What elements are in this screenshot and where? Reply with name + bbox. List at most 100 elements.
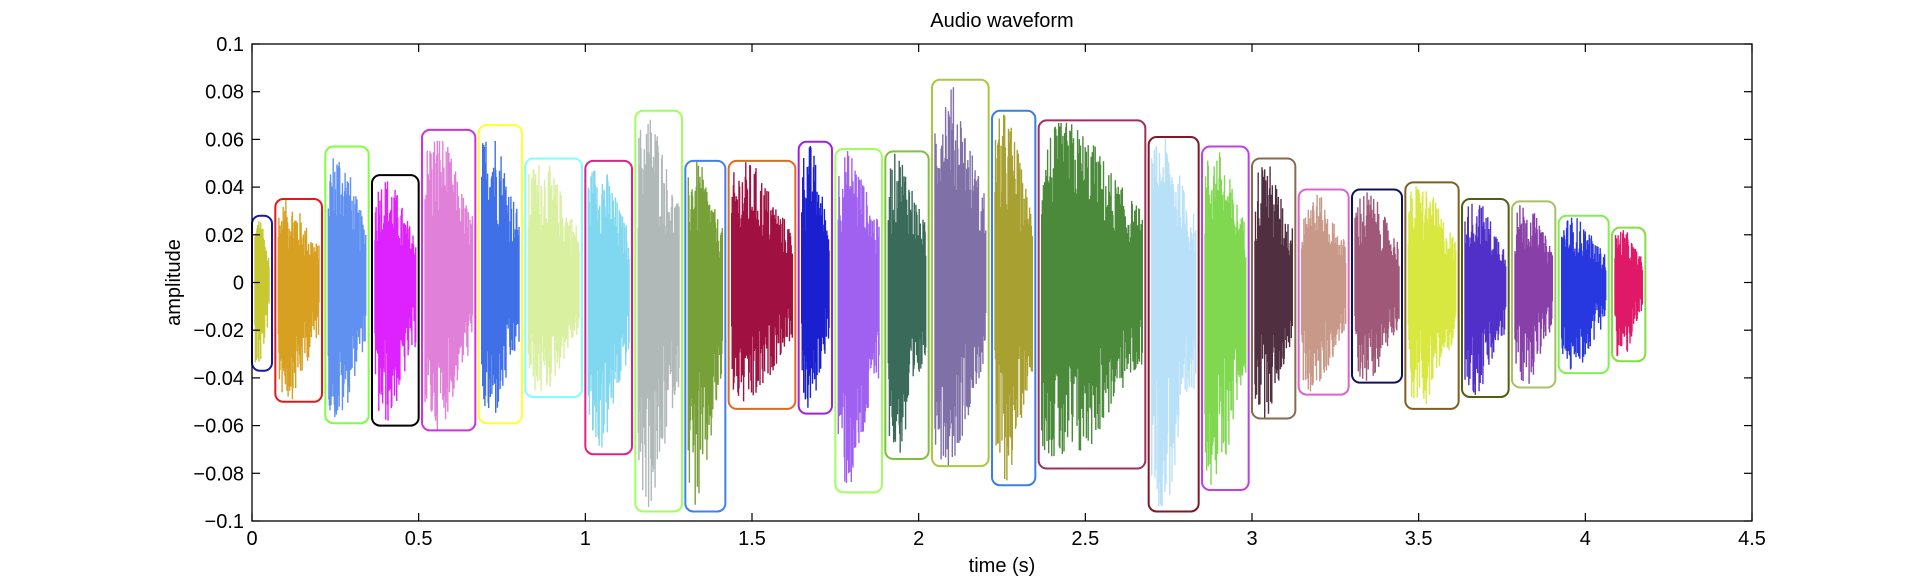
segment-waveform — [1301, 194, 1347, 392]
segment-box — [477, 124, 523, 425]
segment-waveform — [801, 145, 830, 408]
segment-box — [1511, 200, 1557, 389]
segment-waveform — [1151, 138, 1197, 507]
segment-box — [684, 159, 727, 513]
y-tick-label: −0.08 — [193, 463, 244, 485]
segment-box — [797, 140, 834, 415]
segment-box — [584, 159, 633, 456]
segment-waveform — [527, 164, 580, 391]
segment-waveform — [1407, 186, 1457, 405]
segment-15 — [931, 78, 990, 468]
segment-box — [727, 159, 797, 410]
segment-10 — [684, 159, 727, 513]
segment-waveform — [887, 153, 927, 453]
ticks-layer: 0 0.5 1 1.5 2 2.5 3 3.5 4 4.5 −0.1 −0.08 −0.06 −0.04 −… — [193, 34, 1766, 550]
y-tick-label: −0.06 — [193, 416, 244, 438]
segment-waveform — [1561, 217, 1607, 370]
segment-6 — [477, 124, 523, 425]
segment-box — [834, 147, 883, 494]
segment-box — [1147, 136, 1200, 513]
segment-3 — [324, 145, 370, 425]
segment-26 — [1557, 214, 1610, 375]
segment-5 — [421, 128, 477, 432]
segment-14 — [884, 150, 930, 460]
chart-title: Audio waveform — [930, 10, 1073, 32]
y-tick-label: 0.1 — [216, 34, 244, 56]
segment-box — [1201, 145, 1250, 491]
segment-waveform — [277, 200, 320, 400]
y-tick-label: −0.02 — [193, 320, 244, 342]
segment-box — [274, 198, 324, 403]
segment-1 — [251, 214, 273, 372]
segment-11 — [727, 159, 797, 410]
segment-18 — [1147, 136, 1200, 513]
segment-box — [1251, 157, 1297, 420]
segment-waveform — [587, 170, 630, 448]
segment-9 — [634, 109, 683, 513]
x-tick-label: 2.5 — [1071, 528, 1099, 550]
x-tick-label: 3 — [1246, 528, 1257, 550]
segment-box — [524, 157, 583, 398]
segment-waveform — [1204, 152, 1247, 485]
y-tick-label: −0.1 — [205, 511, 244, 533]
segment-waveform — [1041, 122, 1143, 457]
segment-waveform — [1354, 192, 1400, 381]
segment-waveform — [1514, 205, 1553, 384]
segment-8 — [584, 159, 633, 456]
segment-7 — [524, 157, 583, 398]
segment-waveform — [254, 221, 270, 363]
segment-waveform — [1614, 230, 1643, 357]
segment-box — [884, 150, 930, 460]
segment-17 — [1037, 119, 1147, 470]
segment-waveform — [1464, 203, 1507, 395]
segment-waveform — [1254, 166, 1293, 419]
y-tick-label: 0.08 — [205, 82, 244, 104]
y-tick-label: 0 — [233, 273, 244, 295]
segment-waveform — [731, 162, 793, 402]
segment-27 — [1611, 226, 1647, 363]
y-axis-title: amplitude — [163, 239, 185, 326]
segment-box — [1037, 119, 1147, 470]
segment-box — [1404, 181, 1460, 410]
x-tick-label: 3.5 — [1405, 528, 1433, 550]
segment-box — [324, 145, 370, 425]
segment-25 — [1511, 200, 1557, 389]
segment-waveform — [687, 161, 723, 505]
y-tick-label: 0.02 — [205, 225, 244, 247]
x-tick-label: 0 — [246, 528, 257, 550]
x-tick-label: 2 — [913, 528, 924, 550]
x-axis-title: time (s) — [969, 555, 1036, 577]
segment-box — [931, 78, 990, 468]
segment-13 — [834, 147, 883, 494]
segment-waveform — [837, 151, 880, 483]
segment-box — [1461, 198, 1510, 398]
x-tick-label: 1.5 — [738, 528, 766, 550]
y-tick-label: 0.04 — [205, 177, 244, 199]
segment-waveform — [637, 119, 680, 507]
segment-24 — [1461, 198, 1510, 398]
segment-waveform — [424, 140, 473, 431]
x-tick-label: 0.5 — [405, 528, 433, 550]
x-tick-label: 1 — [580, 528, 591, 550]
x-tick-label: 4.5 — [1738, 528, 1766, 550]
y-tick-label: −0.04 — [193, 368, 244, 390]
x-tick-label: 4 — [1580, 528, 1591, 550]
segment-box — [634, 109, 683, 513]
segment-22 — [1351, 188, 1403, 384]
segment-waveform — [934, 87, 987, 466]
y-tick-label: 0.06 — [205, 129, 244, 151]
segment-box — [421, 128, 477, 432]
segment-waveform — [327, 158, 367, 418]
segment-12 — [797, 140, 834, 415]
segment-16 — [991, 109, 1037, 487]
segment-23 — [1404, 181, 1460, 410]
segment-box — [1297, 188, 1350, 396]
segment-waveform — [994, 114, 1033, 481]
segment-2 — [274, 198, 324, 403]
segment-4 — [371, 174, 420, 427]
segment-waveform — [481, 140, 520, 413]
segment-waveform — [374, 181, 417, 421]
segment-box — [991, 109, 1037, 487]
